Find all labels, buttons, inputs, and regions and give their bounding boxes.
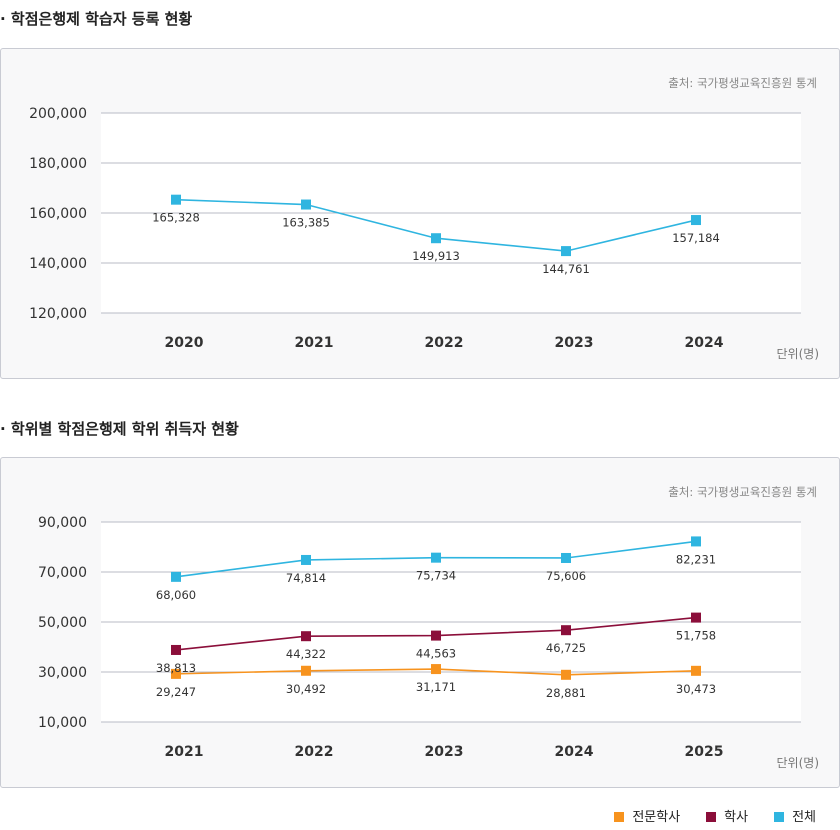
data-point: [431, 664, 441, 675]
data-label: 165,328: [152, 211, 200, 225]
unit-label: 단위(명): [776, 347, 819, 361]
data-label: 157,184: [672, 231, 720, 245]
data-label: 163,385: [282, 216, 330, 230]
data-label: 29,247: [156, 685, 196, 699]
data-point: [431, 630, 441, 641]
legend-item-total[interactable]: 전체: [774, 806, 816, 825]
data-point: [691, 612, 701, 623]
data-point: [431, 552, 441, 563]
x-tick-label: 2020: [165, 335, 204, 351]
data-label: 38,813: [156, 661, 196, 675]
data-label: 75,734: [416, 569, 456, 583]
source-note: 출처: 국가평생교육진흥원 통계: [668, 76, 817, 90]
data-label: 31,171: [416, 680, 456, 694]
data-point: [691, 215, 701, 226]
legend-item-bachelor[interactable]: 학사: [706, 806, 748, 825]
data-point: [431, 233, 441, 244]
x-tick-label: 2023: [555, 335, 594, 351]
y-tick-label: 70,000: [38, 565, 87, 581]
y-tick-label: 90,000: [38, 515, 87, 531]
data-point: [561, 246, 571, 257]
data-label: 44,322: [286, 647, 326, 661]
data-point: [301, 199, 311, 210]
data-point: [691, 536, 701, 547]
line-chart-registration: 200,000 180,000 160,000 140,000 120,000 2020 2…: [29, 106, 801, 351]
section-title-degrees: · 학위별 학점은행제 학위 취득자 현황: [0, 420, 239, 438]
section-title-registration: · 학점은행제 학습자 등록 현황: [0, 10, 193, 28]
data-point: [301, 631, 311, 642]
source-note: 출처: 국가평생교육진흥원 통계: [668, 485, 817, 499]
y-tick-label: 50,000: [38, 615, 87, 631]
y-tick-label: 10,000: [38, 715, 87, 731]
x-tick-label: 2023: [425, 744, 464, 760]
data-point: [561, 669, 571, 680]
title-text: 학점은행제 학습자 등록 현황: [10, 10, 193, 28]
y-tick-label: 30,000: [38, 665, 87, 681]
data-label: 144,761: [542, 262, 590, 276]
data-label: 75,606: [546, 569, 586, 583]
legend-label: 전체: [792, 810, 816, 825]
chart-panel-degrees: 출처: 국가평생교육진흥원 통계 단위(명) 90,000 70,000 50,00…: [0, 457, 840, 788]
legend-label: 학사: [724, 810, 749, 825]
data-point: [561, 552, 571, 563]
y-tick-label: 120,000: [29, 306, 87, 322]
x-tick-label: 2025: [685, 744, 724, 760]
data-point: [171, 668, 181, 679]
chart-panel-registration: 출처: 국가평생교육진흥원 통계 단위(명) 200,000 180,000 160…: [0, 48, 840, 379]
unit-label: 단위(명): [776, 756, 819, 770]
y-tick-label: 200,000: [29, 106, 87, 122]
data-label: 68,060: [156, 588, 196, 602]
data-label: 74,814: [286, 571, 326, 585]
y-tick-label: 180,000: [29, 156, 87, 172]
data-label: 82,231: [676, 552, 716, 566]
x-tick-label: 2021: [295, 335, 334, 351]
x-tick-label: 2022: [425, 335, 464, 351]
legend: 전문학사 학사 전체: [614, 806, 816, 825]
data-label: 51,758: [676, 629, 716, 643]
data-label: 46,725: [546, 641, 586, 655]
data-label: 149,913: [412, 249, 460, 263]
data-label: 44,563: [416, 647, 456, 661]
data-point: [561, 625, 571, 636]
data-point: [171, 571, 181, 582]
legend-label: 전문학사: [632, 810, 681, 825]
data-label: 30,473: [676, 682, 716, 696]
x-tick-label: 2024: [685, 335, 724, 351]
data-point: [691, 665, 701, 676]
title-text: 학위별 학점은행제 학위 취득자 현황: [10, 420, 239, 438]
x-tick-label: 2022: [295, 744, 334, 760]
x-tick-label: 2021: [165, 744, 204, 760]
data-point: [171, 644, 181, 655]
data-point: [301, 554, 311, 565]
legend-item-associate[interactable]: 전문학사: [614, 806, 680, 825]
y-tick-label: 140,000: [29, 256, 87, 272]
data-label: 30,492: [286, 682, 326, 696]
data-label: 28,881: [546, 686, 586, 700]
x-tick-label: 2024: [555, 744, 594, 760]
line-chart-degrees: 90,000 70,000 50,000 30,000 10,000 2021 2022 20…: [38, 515, 801, 760]
data-point: [171, 194, 181, 205]
data-point: [301, 665, 311, 676]
y-tick-label: 160,000: [29, 206, 87, 222]
